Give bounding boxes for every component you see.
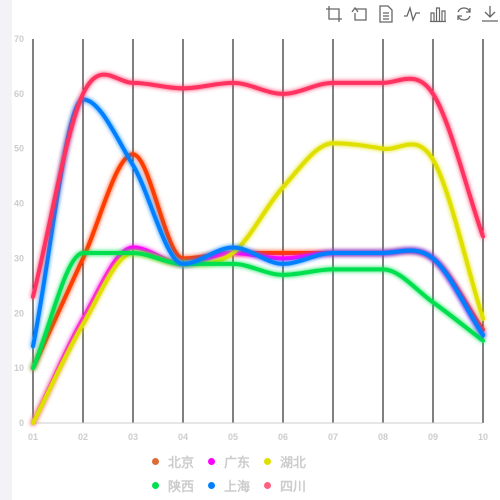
data-view-button[interactable] — [376, 4, 396, 24]
y-tick-label: 30 — [14, 253, 24, 263]
chart-toolbox — [324, 4, 500, 24]
legend-dot — [208, 457, 216, 465]
left-panel-strip — [0, 0, 12, 500]
line-chart-icon — [404, 5, 420, 23]
chart-legend: 北京 广东 湖北陕西 上海 四川 — [152, 452, 372, 494]
y-tick-label: 50 — [14, 144, 24, 154]
bar-chart-button[interactable] — [428, 4, 448, 24]
legend-dot — [208, 481, 216, 489]
y-tick-label: 70 — [14, 34, 24, 44]
restore-icon — [457, 7, 471, 21]
y-tick-label: 10 — [14, 363, 24, 373]
series-line-2[interactable] — [31, 141, 485, 425]
legend-dot — [152, 457, 159, 465]
legend-dot — [152, 481, 159, 489]
legend-item-3[interactable]: 陕西 — [152, 476, 194, 494]
save-image-icon — [482, 6, 498, 22]
line-chart-button[interactable] — [402, 4, 422, 24]
x-tick-label: 03 — [128, 432, 138, 442]
series-line-5[interactable] — [31, 72, 485, 299]
x-tick-label: 05 — [228, 432, 238, 442]
legend-label: 湖北 — [280, 454, 307, 470]
x-tick-label: 10 — [478, 432, 488, 442]
y-tick-label: 40 — [14, 199, 24, 209]
legend-label: 广东 — [224, 454, 251, 470]
x-tick-label: 08 — [378, 432, 388, 442]
legend-label: 四川 — [280, 478, 307, 494]
legend-item-5[interactable]: 四川 — [264, 476, 306, 494]
x-tick-label: 09 — [428, 432, 438, 442]
zoom-reset-button[interactable] — [350, 4, 370, 24]
x-tick-label: 01 — [28, 432, 38, 442]
chart-grid — [32, 39, 484, 423]
bar-chart-icon — [430, 7, 446, 23]
chart-axes: 0 10 20 30 40 50 60 70 01 02 03 04 05 06 07 08 09 10 — [14, 34, 488, 442]
legend-item-1[interactable]: 广东 — [208, 452, 250, 470]
y-tick-label: 20 — [14, 308, 24, 318]
series-line-0[interactable] — [31, 152, 485, 371]
restore-button[interactable] — [454, 4, 474, 24]
series-line-1[interactable] — [31, 245, 485, 425]
legend-item-2[interactable]: 湖北 — [264, 452, 306, 470]
save-image-button[interactable] — [480, 4, 500, 24]
x-tick-label: 02 — [78, 432, 88, 442]
series-line-3[interactable] — [31, 250, 485, 371]
legend-label: 上海 — [224, 478, 251, 494]
crop-zoom-button[interactable] — [324, 4, 344, 24]
legend-dot — [264, 481, 272, 489]
legend-dot — [264, 457, 272, 465]
chart-series — [31, 72, 485, 425]
legend-label: 北京 — [168, 454, 195, 470]
y-tick-label: 60 — [14, 89, 24, 99]
x-tick-label: 06 — [278, 432, 288, 442]
x-tick-label: 04 — [178, 432, 188, 442]
y-tick-label: 0 — [19, 418, 24, 428]
crop-zoom-icon — [326, 6, 342, 22]
zoom-reset-icon — [351, 6, 367, 21]
x-tick-label: 07 — [328, 432, 338, 442]
legend-item-4[interactable]: 上海 — [208, 476, 250, 494]
data-view-icon — [379, 5, 393, 23]
legend-item-0[interactable]: 北京 — [152, 452, 194, 470]
legend-label: 陕西 — [168, 478, 195, 494]
